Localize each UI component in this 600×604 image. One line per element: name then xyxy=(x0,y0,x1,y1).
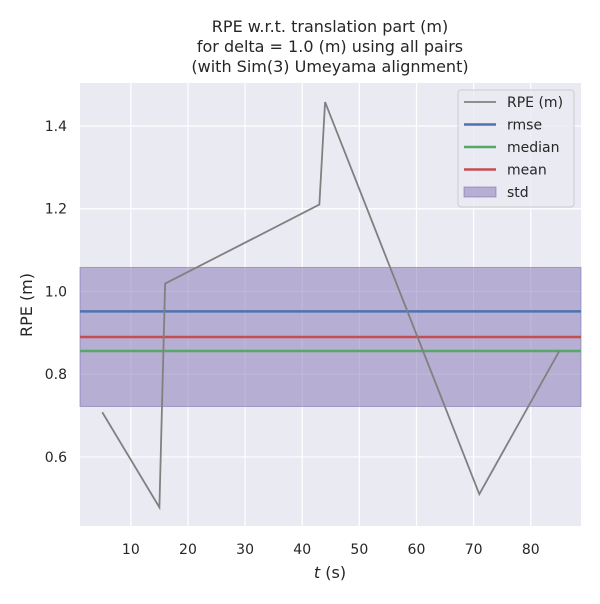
x-axis-label: t (s) xyxy=(314,563,346,582)
y-tick-label: 1.2 xyxy=(45,202,67,218)
x-tick-label: 10 xyxy=(122,542,140,558)
x-tick-label: 30 xyxy=(236,542,254,558)
y-tick-label: 1.0 xyxy=(45,284,67,300)
x-tick-label: 70 xyxy=(465,542,483,558)
legend-label: rmse xyxy=(507,118,542,134)
chart-title-line: for delta = 1.0 (m) using all pairs xyxy=(197,37,463,56)
x-tick-label: 80 xyxy=(522,542,540,558)
legend-label: median xyxy=(507,140,559,156)
legend-label: std xyxy=(507,185,529,201)
legend-swatch xyxy=(464,187,496,197)
y-tick-label: 0.8 xyxy=(45,367,67,383)
x-tick-label: 50 xyxy=(350,542,368,558)
x-tick-label: 60 xyxy=(408,542,426,558)
y-axis-label: RPE (m) xyxy=(17,273,36,337)
legend-label: mean xyxy=(507,163,547,179)
y-tick-label: 0.6 xyxy=(45,450,67,466)
x-tick-label: 20 xyxy=(179,542,197,558)
chart-title-line: RPE w.r.t. translation part (m) xyxy=(212,17,448,36)
y-tick-label: 1.4 xyxy=(45,119,67,135)
x-tick-label: 40 xyxy=(293,542,311,558)
chart-title-line: (with Sim(3) Umeyama alignment) xyxy=(191,57,468,76)
legend-label: RPE (m) xyxy=(507,95,563,111)
